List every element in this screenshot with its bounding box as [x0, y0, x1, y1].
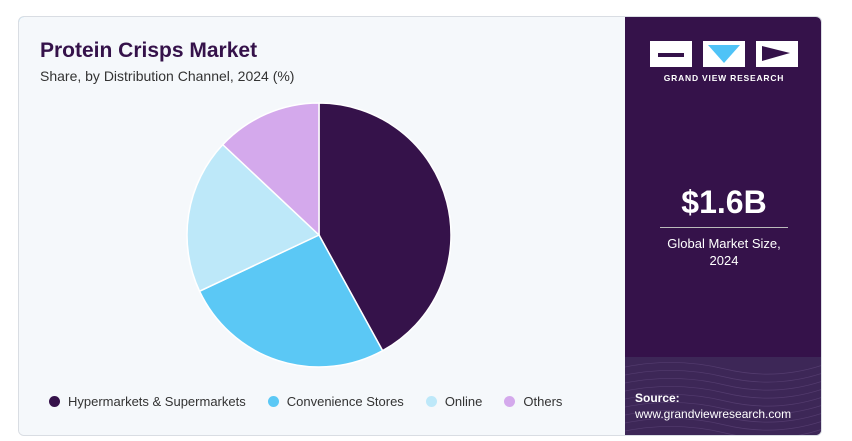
legend: Hypermarkets & Supermarkets Convenience S…	[49, 394, 584, 409]
chart-subtitle: Share, by Distribution Channel, 2024 (%)	[40, 68, 295, 84]
legend-label: Others	[523, 394, 563, 409]
source-label: Source:	[635, 391, 680, 405]
chart-panel: Protein Crisps Market Share, by Distribu…	[19, 17, 625, 435]
legend-swatch	[504, 396, 516, 407]
pie-slice-convenience-stores	[198, 234, 384, 368]
legend-swatch	[267, 396, 279, 407]
source-url[interactable]: www.grandviewresearch.com	[635, 407, 792, 421]
brand-name: GRAND VIEW RESEARCH	[663, 73, 785, 83]
pie-slice-others	[221, 102, 320, 237]
pie-chart	[186, 102, 452, 368]
legend-item: Hypermarkets & Supermarkets	[49, 394, 246, 409]
legend-item: Online	[425, 394, 483, 409]
info-panel: GRAND VIEW RESEARCH $1.6B Global Market …	[625, 17, 821, 435]
legend-label: Convenience Stores	[286, 394, 404, 409]
legend-label: Hypermarkets & Supermarkets	[68, 394, 246, 409]
market-size-label-1: Global Market Size,	[667, 236, 781, 251]
gvr-logo-icon	[650, 41, 798, 67]
chart-title: Protein Crisps Market	[40, 39, 258, 62]
legend-label: Online	[444, 394, 483, 409]
legend-item: Others	[504, 394, 562, 409]
wave-pattern	[625, 362, 821, 435]
source-box: Source: www.grandviewresearch.com	[625, 357, 821, 435]
pie-slice-hypermarkets-supermarkets	[318, 102, 452, 352]
chart-card: Protein Crisps Market Share, by Distribu…	[18, 16, 822, 436]
legend-swatch	[425, 396, 437, 407]
market-size-value: $1.6B	[681, 184, 767, 220]
market-size-stat: $1.6B Global Market Size, 2024	[625, 184, 821, 269]
source-text: Source: www.grandviewresearch.com	[635, 390, 791, 422]
legend-swatch	[49, 396, 60, 407]
divider	[660, 227, 788, 228]
legend-item: Convenience Stores	[267, 394, 404, 409]
market-size-label-2: 2024	[709, 253, 739, 268]
brand-logo: GRAND VIEW RESEARCH	[650, 41, 798, 83]
pie-slice-online	[186, 143, 321, 293]
